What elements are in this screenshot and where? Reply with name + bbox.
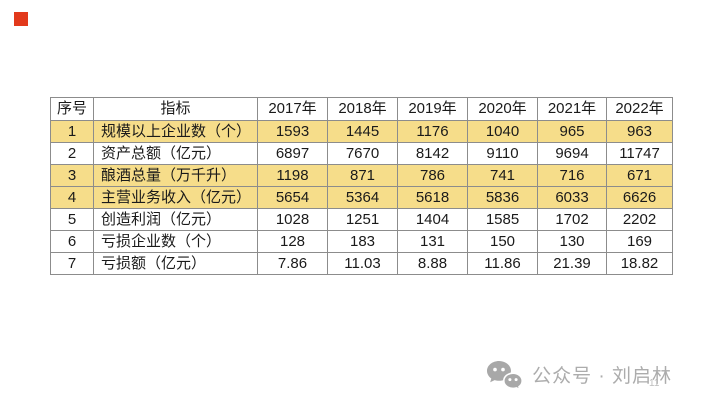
value-cell: 5364 (327, 186, 398, 209)
table-row: 4 主营业务收入（亿元） 5654 5364 5618 5836 6033 6626 (50, 186, 673, 209)
indicator-cell: 创造利润（亿元） (93, 208, 258, 231)
row-number-cell: 7 (50, 252, 94, 275)
value-cell: 963 (606, 120, 673, 143)
value-cell: 128 (257, 230, 328, 253)
value-cell: 786 (397, 164, 468, 187)
row-number-cell: 2 (50, 142, 94, 165)
value-cell: 1445 (327, 120, 398, 143)
header-cell-year: 2022年 (606, 97, 673, 121)
table-header-row: 序号 指标 2017年 2018年 2019年 2020年 2021年 2022年 (50, 97, 673, 121)
value-cell: 1040 (467, 120, 538, 143)
row-number-cell: 3 (50, 164, 94, 187)
value-cell: 8142 (397, 142, 468, 165)
value-cell: 965 (537, 120, 607, 143)
value-cell: 130 (537, 230, 607, 253)
value-cell: 741 (467, 164, 538, 187)
value-cell: 183 (327, 230, 398, 253)
value-cell: 150 (467, 230, 538, 253)
table-body: 1 规模以上企业数（个） 1593 1445 1176 1040 965 963 2 资产总额（亿… (50, 120, 673, 275)
table-row: 7 亏损额（亿元） 7.86 11.03 8.88 11.86 21.39 18.82 (50, 252, 673, 275)
value-cell: 131 (397, 230, 468, 253)
value-cell: 716 (537, 164, 607, 187)
value-cell: 8.88 (397, 252, 468, 275)
watermark: 公众号 · 刘启林 (486, 360, 672, 393)
header-cell-year: 2021年 (537, 97, 607, 121)
header-cell-indicator: 指标 (93, 97, 258, 121)
indicator-cell: 规模以上企业数（个） (93, 120, 258, 143)
value-cell: 5618 (397, 186, 468, 209)
value-cell: 5654 (257, 186, 328, 209)
header-cell-year: 2018年 (327, 97, 398, 121)
value-cell: 21.39 (537, 252, 607, 275)
page-number: 11 (649, 378, 660, 389)
value-cell: 6897 (257, 142, 328, 165)
value-cell: 169 (606, 230, 673, 253)
red-square-decoration (14, 12, 28, 26)
value-cell: 9694 (537, 142, 607, 165)
value-cell: 18.82 (606, 252, 673, 275)
table-row: 6 亏损企业数（个） 128 183 131 150 130 169 (50, 230, 673, 253)
table-row: 1 规模以上企业数（个） 1593 1445 1176 1040 965 963 (50, 120, 673, 143)
wechat-icon (486, 360, 524, 393)
indicator-cell: 酿酒总量（万千升） (93, 164, 258, 187)
indicator-cell: 亏损额（亿元） (93, 252, 258, 275)
watermark-text: 公众号 · 刘启林 (532, 366, 672, 387)
value-cell: 6033 (537, 186, 607, 209)
row-number-cell: 4 (50, 186, 94, 209)
statistics-table: 序号 指标 2017年 2018年 2019年 2020年 2021年 2022年 1 规模以上… (50, 97, 673, 275)
table-row: 5 创造利润（亿元） 1028 1251 1404 1585 1702 2202 (50, 208, 673, 231)
header-cell-year: 2020年 (467, 97, 538, 121)
value-cell: 11747 (606, 142, 673, 165)
value-cell: 871 (327, 164, 398, 187)
value-cell: 671 (606, 164, 673, 187)
indicator-cell: 亏损企业数（个） (93, 230, 258, 253)
value-cell: 2202 (606, 208, 673, 231)
indicator-cell: 资产总额（亿元） (93, 142, 258, 165)
value-cell: 1198 (257, 164, 328, 187)
value-cell: 7.86 (257, 252, 328, 275)
value-cell: 1404 (397, 208, 468, 231)
indicator-cell: 主营业务收入（亿元） (93, 186, 258, 209)
value-cell: 11.86 (467, 252, 538, 275)
value-cell: 9110 (467, 142, 538, 165)
value-cell: 1585 (467, 208, 538, 231)
table-row: 3 酿酒总量（万千升） 1198 871 786 741 716 671 (50, 164, 673, 187)
value-cell: 7670 (327, 142, 398, 165)
row-number-cell: 5 (50, 208, 94, 231)
value-cell: 1028 (257, 208, 328, 231)
table-row: 2 资产总额（亿元） 6897 7670 8142 9110 9694 11747 (50, 142, 673, 165)
value-cell: 1176 (397, 120, 468, 143)
value-cell: 11.03 (327, 252, 398, 275)
value-cell: 1251 (327, 208, 398, 231)
value-cell: 1702 (537, 208, 607, 231)
row-number-cell: 6 (50, 230, 94, 253)
value-cell: 5836 (467, 186, 538, 209)
header-cell-year: 2019年 (397, 97, 468, 121)
row-number-cell: 1 (50, 120, 94, 143)
header-cell-year: 2017年 (257, 97, 328, 121)
header-cell-index: 序号 (50, 97, 94, 121)
value-cell: 1593 (257, 120, 328, 143)
value-cell: 6626 (606, 186, 673, 209)
